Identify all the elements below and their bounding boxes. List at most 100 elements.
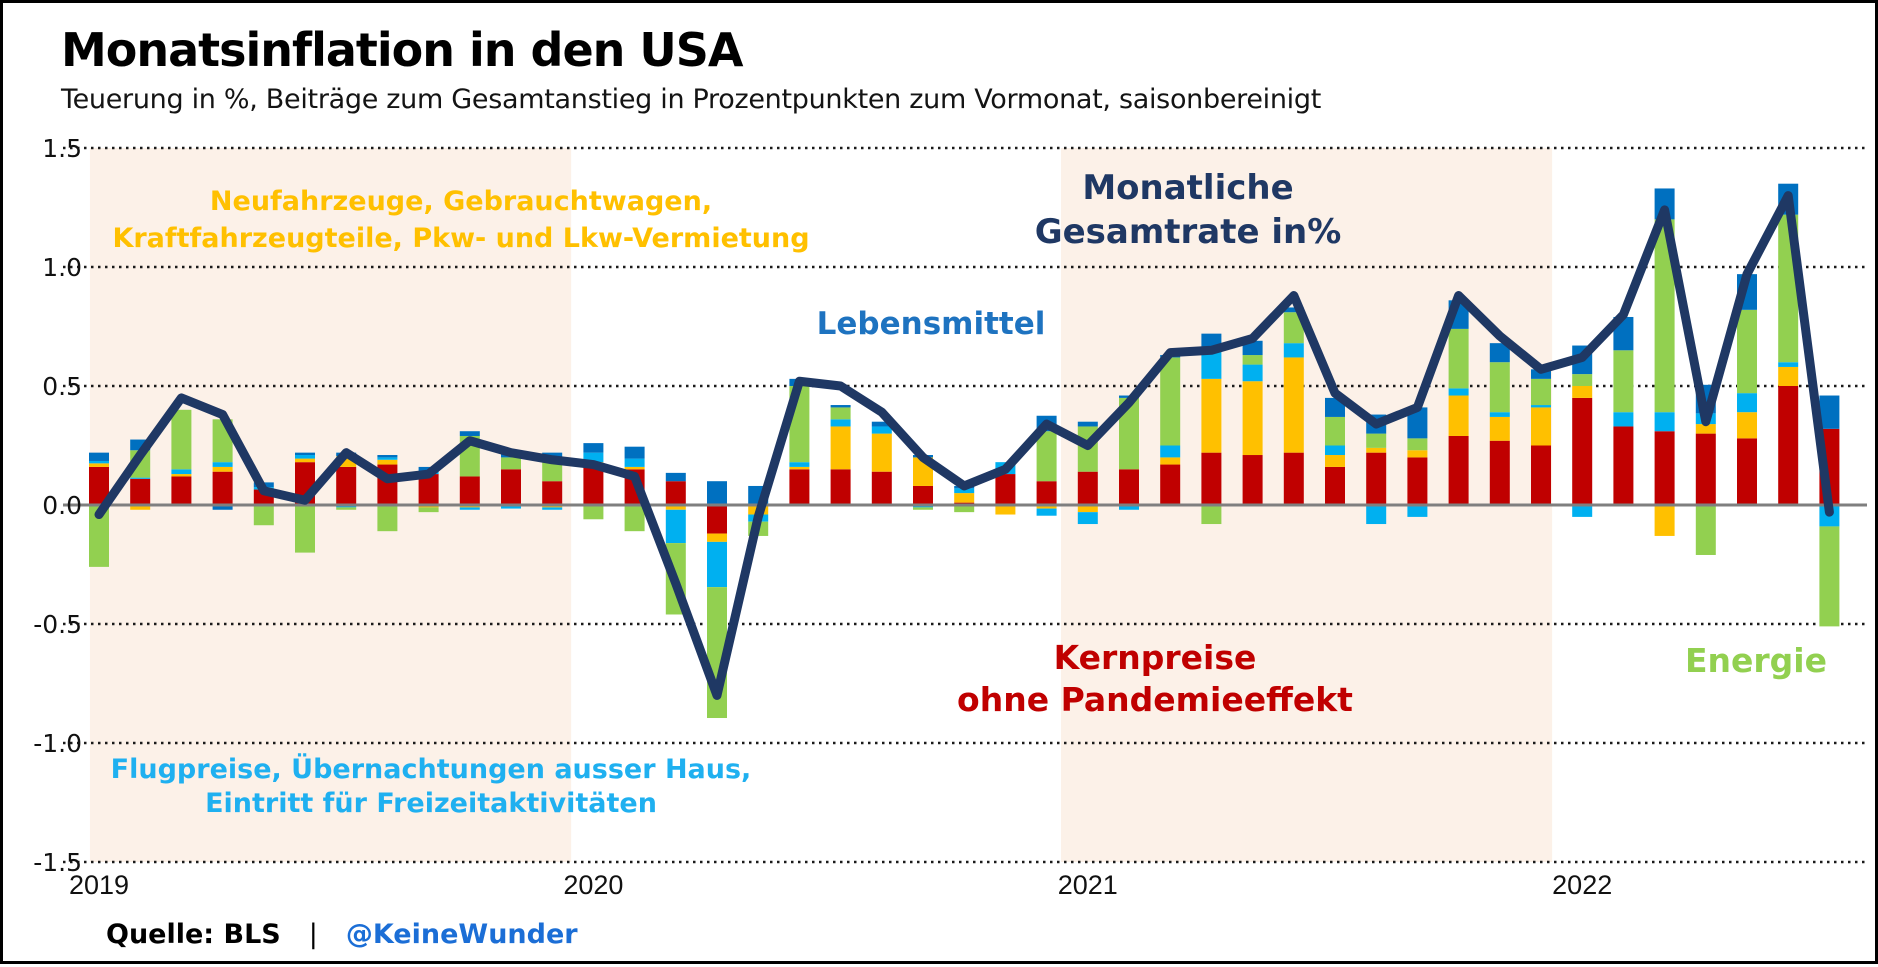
bar-segment: [954, 505, 975, 513]
bar-segment: [212, 462, 233, 467]
bar-segment: [1160, 457, 1181, 465]
bar-segment: [542, 481, 563, 505]
bar-segment: [130, 478, 151, 505]
bar-segment: [295, 455, 315, 459]
bar-segment: [830, 426, 851, 470]
bar-segment: [459, 476, 480, 505]
bar-segment: [871, 426, 892, 434]
bar-segment: [665, 472, 686, 482]
bar-segment: [336, 466, 357, 505]
bar-segment: [501, 505, 521, 509]
bar-segment: [459, 431, 480, 436]
bar-segment: [253, 505, 274, 526]
bar-segment: [1366, 433, 1387, 448]
bar-segment: [1572, 374, 1593, 386]
bar-segment: [1531, 407, 1551, 446]
bar-segment: [707, 533, 727, 542]
bar-segment: [1119, 469, 1139, 505]
bar-segment: [871, 421, 892, 427]
bar-segment: [1242, 364, 1263, 382]
bar-segment: [1572, 386, 1593, 398]
total-rate-line: [94, 191, 1834, 700]
bar-segment: [130, 505, 151, 510]
x-tick-label: 2020: [563, 870, 623, 900]
bar-segment: [1407, 450, 1428, 458]
bar-segment: [1572, 505, 1593, 517]
bar-segment: [707, 505, 727, 534]
bar-segment: [1160, 464, 1181, 505]
bar-segment: [1036, 508, 1057, 516]
twitter-handle[interactable]: @KeineWunder: [345, 919, 578, 950]
y-tick-label: -0.5: [33, 610, 82, 639]
bar-segment: [583, 464, 604, 505]
bar-segment: [913, 507, 933, 510]
bar-segment: [212, 471, 233, 505]
bar-segment: [171, 476, 192, 505]
bar-segment: [377, 457, 398, 460]
bar-segment: [1201, 378, 1222, 453]
bar-segment: [1695, 424, 1716, 434]
footer: Quelle: BLS | @KeineWunder: [106, 919, 578, 950]
bar-segment: [1407, 438, 1428, 451]
bar-segment: [1737, 309, 1757, 394]
x-tick-label: 2022: [1552, 870, 1612, 900]
y-tick-label: -1.0: [33, 729, 82, 758]
bar-segment: [624, 458, 645, 467]
bar-segment: [1489, 416, 1510, 441]
bar-segment: [1077, 505, 1098, 513]
bar-segment: [1077, 512, 1098, 525]
bar-segment: [1489, 440, 1510, 505]
bar-segment: [1613, 426, 1634, 505]
bar-segment: [665, 505, 686, 510]
bar-segment: [1819, 395, 1840, 429]
bar-segment: [130, 439, 151, 451]
bar-segment: [1531, 369, 1551, 379]
bar-segment: [1325, 466, 1345, 505]
bar-segment: [624, 505, 645, 532]
bar-segment: [954, 493, 975, 503]
bar-segment: [1325, 455, 1345, 467]
bar-segment: [871, 433, 892, 472]
bar-segment: [1201, 505, 1222, 525]
bar-segment: [171, 474, 192, 477]
bar-segment: [665, 481, 686, 505]
x-tick-label: 2019: [69, 870, 129, 900]
bar-segment: [542, 507, 563, 510]
bar-segment: [789, 462, 810, 467]
bar-segment: [1654, 412, 1675, 432]
bar-segment: [1366, 505, 1387, 525]
bar-segment: [1489, 412, 1510, 417]
bar-segment: [830, 469, 851, 505]
bar-segment: [89, 463, 109, 467]
bar-segment: [583, 505, 604, 520]
bar-segment: [830, 405, 851, 408]
bar-segment: [1077, 471, 1098, 505]
bar-segment: [1737, 393, 1757, 413]
bar-segment: [1283, 343, 1304, 358]
bar-segment: [501, 457, 521, 470]
chart-header: Monatsinflation in den USA Teuerung in %…: [61, 25, 1321, 115]
bar-segment: [418, 507, 439, 513]
bar-segment: [707, 541, 727, 588]
bar-segment: [459, 507, 480, 510]
page-title: Monatsinflation in den USA: [61, 23, 744, 77]
bar-segment: [1283, 312, 1304, 344]
bar-segment: [1242, 355, 1263, 365]
bar-segment: [130, 477, 151, 479]
bar-segment: [1366, 452, 1387, 505]
bar-segment: [1489, 362, 1510, 413]
bar-segment: [295, 505, 315, 553]
bar-segment: [1737, 438, 1757, 505]
bar-segment: [1407, 505, 1428, 517]
bar-segment: [1283, 452, 1304, 505]
bar-segment: [954, 488, 975, 494]
x-tick-label: 2021: [1058, 870, 1118, 900]
y-tick-label: -1.5: [33, 848, 82, 877]
bar-segment: [1036, 505, 1057, 509]
bar-segment: [1283, 307, 1304, 313]
bar-segment: [1695, 433, 1716, 505]
bar-segment: [995, 474, 1016, 505]
bar-segment: [377, 505, 398, 532]
bar-segment: [336, 507, 357, 510]
